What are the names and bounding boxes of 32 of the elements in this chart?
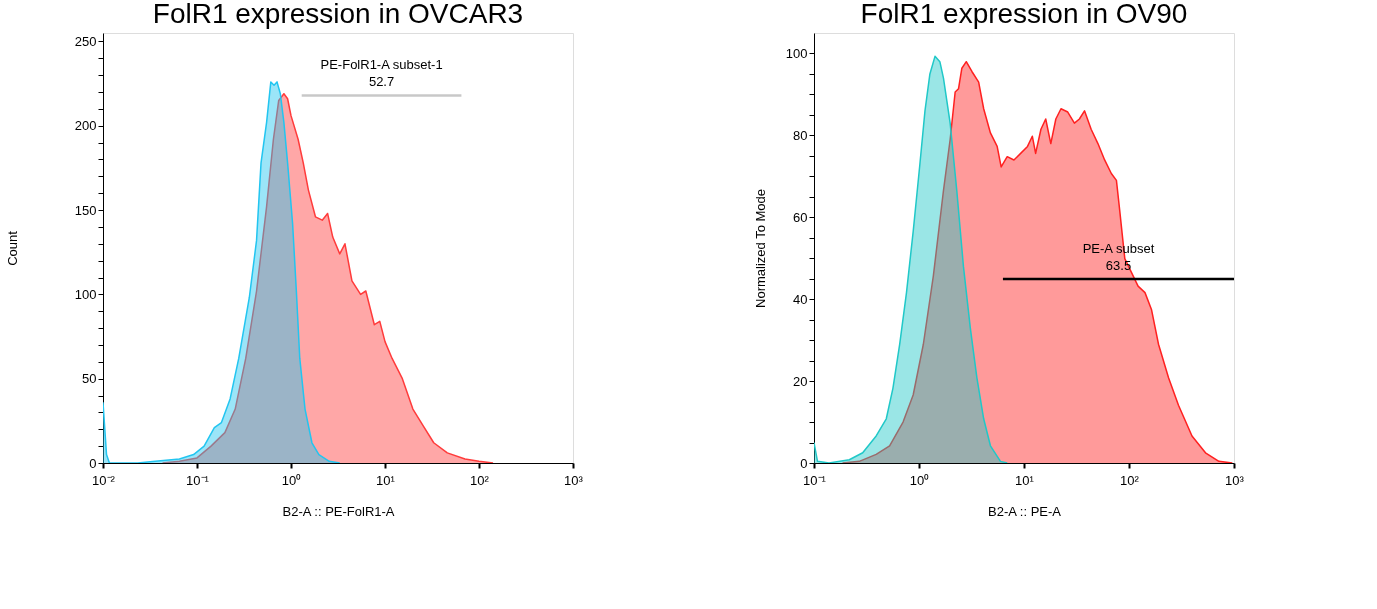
y-axis-title: Count — [4, 230, 20, 266]
y-tick-label: 60 — [793, 209, 808, 225]
x-tick-label: 10² — [1120, 472, 1140, 488]
y-tick-label: 20 — [793, 373, 808, 389]
y-tick-label: 100 — [785, 45, 808, 61]
annotation: 63.5 — [1105, 258, 1132, 274]
y-tick-label: 0 — [89, 455, 97, 471]
x-tick-label: 10² — [470, 472, 490, 488]
x-tick-label: 10⁻¹ — [186, 472, 210, 488]
y-tick-label: 50 — [82, 371, 97, 387]
annotation: 52.7 — [368, 74, 395, 90]
y-tick-label: 100 — [74, 286, 97, 302]
y-tick-label: 40 — [793, 291, 808, 307]
x-axis-title: B2-A :: PE-FolR1-A — [282, 503, 395, 519]
y-tick-label: 250 — [74, 33, 97, 49]
y-tick-label: 200 — [74, 118, 97, 134]
annotation: PE-FolR1-A subset-1 — [320, 57, 443, 73]
x-tick-label: 10⁰ — [281, 472, 302, 488]
chart-title: FolR1 expression in OV90 — [860, 0, 1188, 29]
x-tick-label: 10³ — [1225, 472, 1245, 488]
x-axis-title: B2-A :: PE-A — [988, 503, 1062, 519]
y-tick-label: 150 — [74, 202, 97, 218]
x-tick-label: 10⁻¹ — [803, 472, 827, 488]
x-tick-label: 10⁰ — [909, 472, 930, 488]
y-tick-label: 80 — [793, 127, 808, 143]
y-axis-title: Normalized To Mode — [752, 189, 768, 308]
x-tick-label: 10¹ — [1015, 472, 1035, 488]
chart-title: FolR1 expression in OVCAR3 — [152, 0, 524, 29]
x-tick-label: 10⁻² — [92, 472, 116, 488]
y-tick-label: 0 — [800, 455, 808, 471]
x-tick-label: 10³ — [564, 472, 584, 488]
x-tick-label: 10¹ — [376, 472, 396, 488]
